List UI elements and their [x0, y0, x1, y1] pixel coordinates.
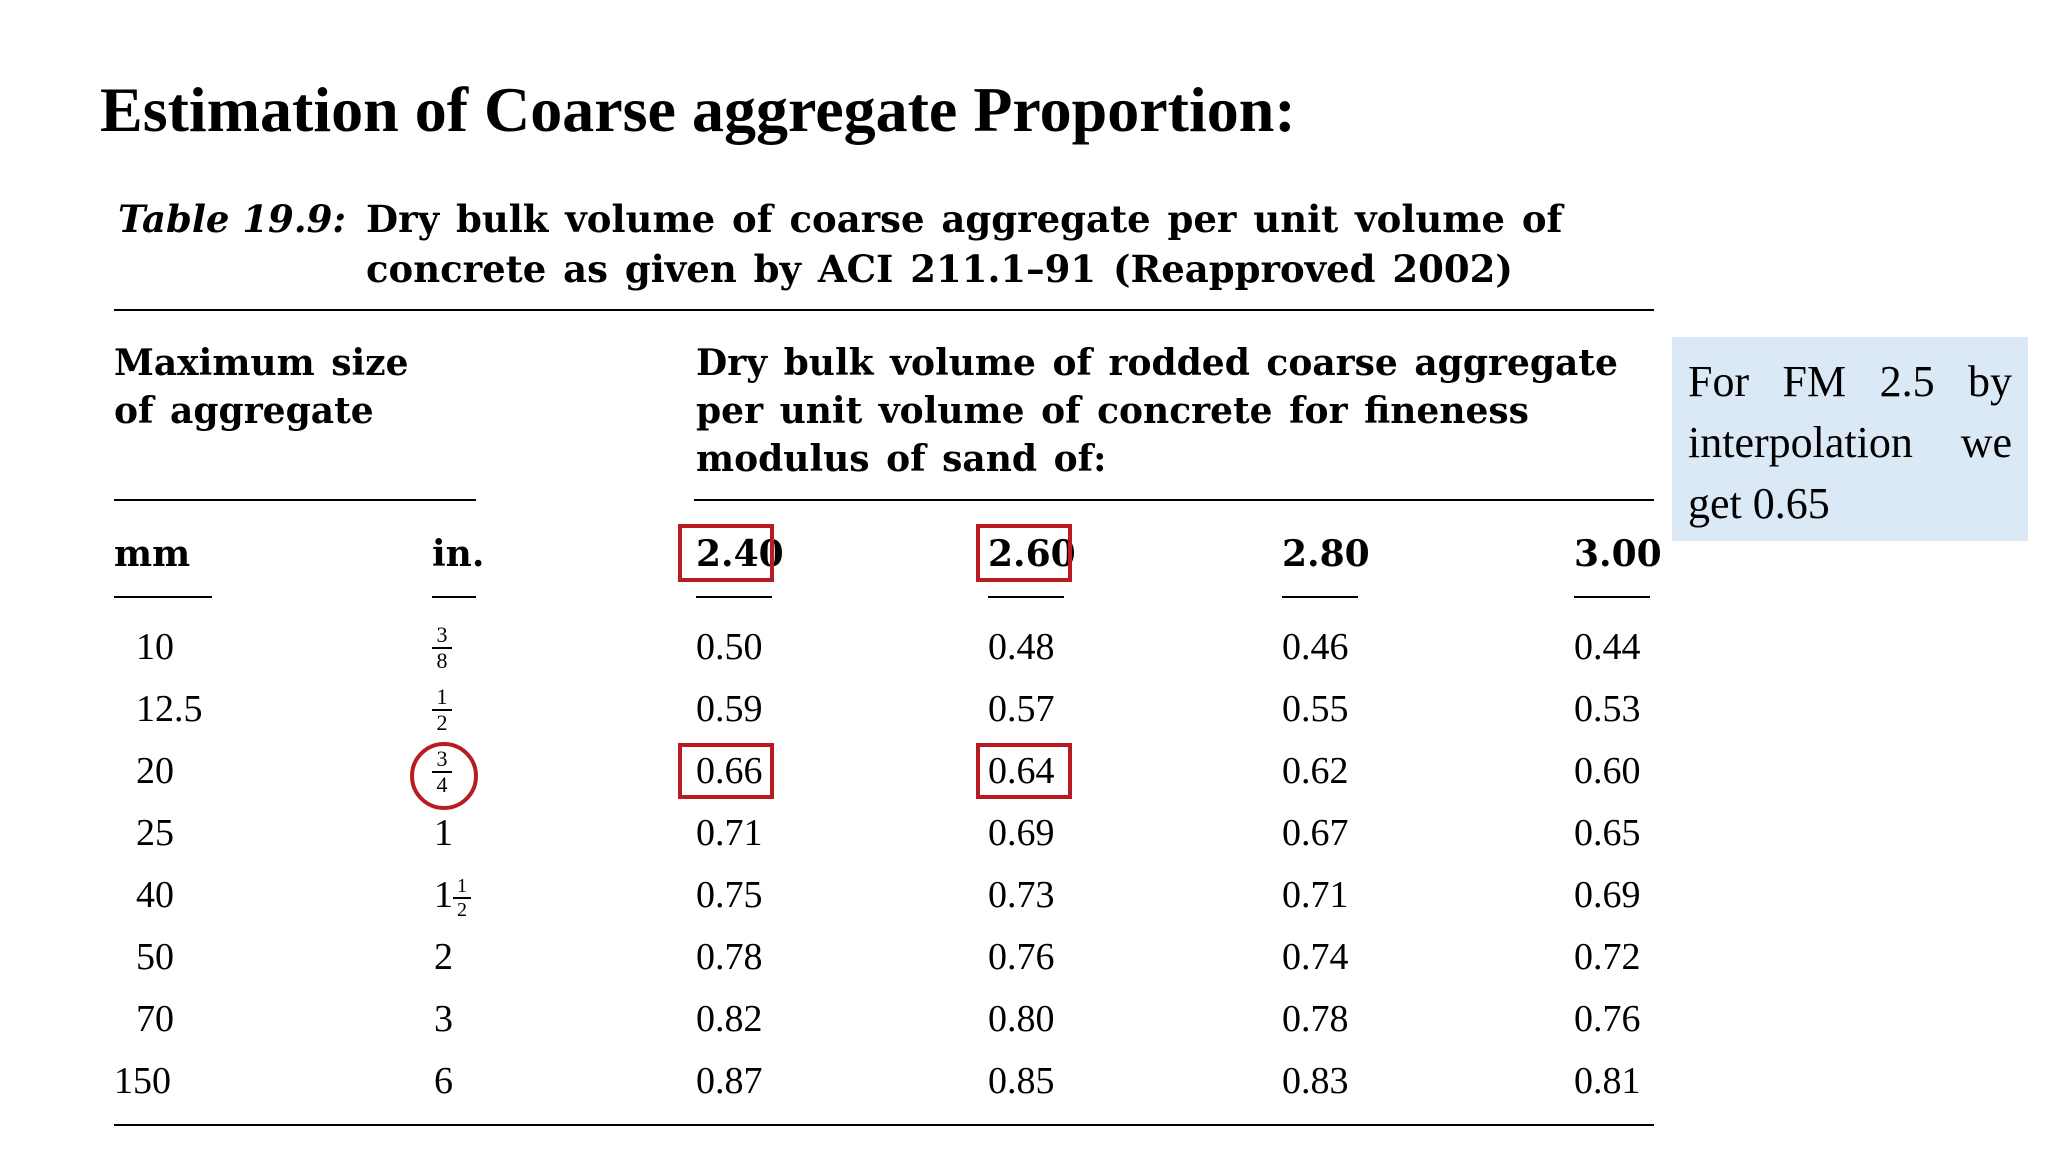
cell-value-fm-2-40: 0.75 — [696, 874, 763, 916]
cell-in: 2 — [434, 936, 453, 978]
cell-value-fm-2-80: 0.71 — [1282, 874, 1349, 916]
col-header-fm-2-80: 2.80 — [1282, 533, 1370, 575]
table-top-rule — [114, 309, 1654, 311]
fraction-bar — [453, 897, 471, 900]
col-header-in: in. — [432, 533, 485, 575]
cell-in-fraction: 3 8 — [432, 624, 452, 672]
cell-value-fm-2-60: 0.80 — [988, 998, 1055, 1040]
max-size-header: Maximum size of aggregate — [114, 342, 409, 432]
col-rule-in — [432, 596, 476, 598]
col-header-fm-2-60: 2.60 — [988, 533, 1076, 575]
cell-value-fm-2-80: 0.74 — [1282, 936, 1349, 978]
cell-value-fm-2-80: 0.78 — [1282, 998, 1349, 1040]
cell-mm: 40 — [136, 874, 174, 916]
table-caption-label: Table 19.9: — [118, 197, 347, 241]
cell-value-fm-2-40: 0.50 — [696, 626, 763, 668]
col-header-fm-3-00: 3.00 — [1574, 533, 1662, 575]
cell-value-fm-2-40: 0.66 — [696, 750, 763, 792]
cell-value-fm-2-60: 0.64 — [988, 750, 1055, 792]
highlight-box-fm-2-40 — [678, 524, 774, 582]
fraction-numerator: 3 — [436, 622, 448, 647]
cell-in-mixed-number: 1 1 2 — [434, 873, 471, 920]
fraction-bar — [432, 647, 452, 649]
table-caption-text: Dry bulk volume of coarse aggregate per … — [366, 197, 1563, 291]
cell-value-fm-3-00: 0.65 — [1574, 812, 1641, 854]
max-size-header-rule — [114, 499, 476, 501]
cell-value-fm-2-40: 0.71 — [696, 812, 763, 854]
highlight-box-fm-2-60 — [976, 524, 1072, 582]
cell-value-fm-2-40: 0.82 — [696, 998, 763, 1040]
cell-value-fm-3-00: 0.81 — [1574, 1060, 1641, 1102]
cell-value-fm-2-60: 0.76 — [988, 936, 1055, 978]
cell-value-fm-2-60: 0.57 — [988, 688, 1055, 730]
cell-value-fm-3-00: 0.72 — [1574, 936, 1641, 978]
fraction-denominator: 2 — [457, 899, 467, 922]
col-rule-fm-2-80 — [1282, 596, 1358, 598]
mixed-whole: 1 — [434, 874, 453, 916]
cell-mm: 70 — [136, 998, 174, 1040]
cell-value-fm-3-00: 0.44 — [1574, 626, 1641, 668]
highlight-circle-three-quarter — [410, 742, 478, 810]
highlight-box-value-0-66 — [678, 743, 774, 799]
cell-in-fraction: 1 2 — [453, 876, 471, 920]
cell-value-fm-3-00: 0.60 — [1574, 750, 1641, 792]
fraction-numerator: 1 — [436, 684, 448, 709]
table-bottom-rule — [114, 1124, 1654, 1126]
cell-value-fm-2-80: 0.55 — [1282, 688, 1349, 730]
cell-mm: 150 — [114, 1060, 171, 1102]
cell-value-fm-2-40: 0.78 — [696, 936, 763, 978]
col-rule-fm-2-60 — [988, 596, 1064, 598]
cell-in: 3 — [434, 998, 453, 1040]
cell-value-fm-2-80: 0.62 — [1282, 750, 1349, 792]
highlight-box-value-0-64 — [976, 743, 1072, 799]
cell-value-fm-3-00: 0.76 — [1574, 998, 1641, 1040]
dry-bulk-header-rule — [694, 499, 1654, 501]
col-rule-fm-2-40 — [696, 596, 772, 598]
cell-value-fm-2-60: 0.73 — [988, 874, 1055, 916]
cell-value-fm-2-80: 0.67 — [1282, 812, 1349, 854]
cell-in: 6 — [434, 1060, 453, 1102]
fraction-bar — [432, 709, 452, 711]
col-header-fm-2-40: 2.40 — [696, 533, 784, 575]
col-rule-fm-3-00 — [1574, 596, 1650, 598]
cell-value-fm-3-00: 0.69 — [1574, 874, 1641, 916]
cell-mm: 10 — [136, 626, 174, 668]
cell-value-fm-2-60: 0.48 — [988, 626, 1055, 668]
cell-value-fm-2-60: 0.69 — [988, 812, 1055, 854]
cell-in: 1 — [434, 812, 453, 854]
cell-in-fraction: 1 2 — [432, 686, 452, 734]
cell-mm: 12.5 — [136, 688, 203, 730]
cell-mm: 20 — [136, 750, 174, 792]
cell-mm: 25 — [136, 812, 174, 854]
cell-value-fm-2-40: 0.59 — [696, 688, 763, 730]
fraction-denominator: 2 — [436, 710, 448, 735]
cell-value-fm-2-60: 0.85 — [988, 1060, 1055, 1102]
col-rule-mm — [114, 596, 212, 598]
interpolation-note: For FM 2.5 by interpolation we get 0.65 — [1672, 337, 2028, 541]
cell-value-fm-2-40: 0.87 — [696, 1060, 763, 1102]
dry-bulk-header: Dry bulk volume of rodded coarse aggrega… — [696, 342, 1618, 480]
fraction-numerator: 1 — [457, 875, 467, 898]
col-header-mm: mm — [114, 533, 191, 575]
fraction-denominator: 8 — [436, 648, 448, 673]
cell-value-fm-2-80: 0.83 — [1282, 1060, 1349, 1102]
cell-value-fm-2-80: 0.46 — [1282, 626, 1349, 668]
slide-title: Estimation of Coarse aggregate Proportio… — [100, 74, 1296, 145]
cell-value-fm-3-00: 0.53 — [1574, 688, 1641, 730]
cell-mm: 50 — [136, 936, 174, 978]
